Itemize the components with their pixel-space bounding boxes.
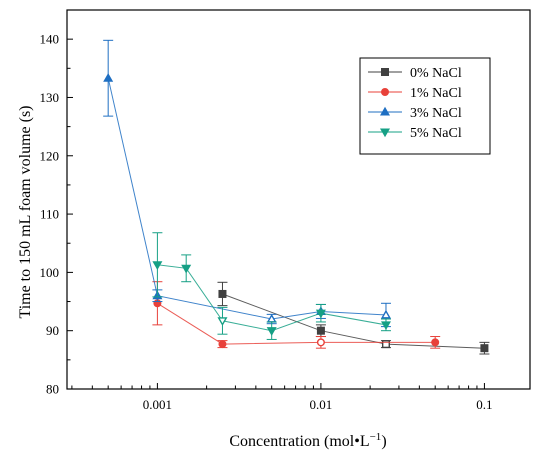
legend: 0% NaCl 1% NaCl 3% NaCl 5% NaCl: [359, 57, 491, 155]
data-point: [380, 309, 391, 319]
x-tick-label: 0.01: [310, 397, 333, 412]
legend-marker: [379, 128, 391, 138]
x-axis-title-main: Concentration (mol•L: [229, 433, 369, 450]
data-point: [381, 340, 390, 349]
y-tick-label: 120: [40, 148, 60, 163]
legend-marker: [379, 106, 391, 116]
series-line: [157, 264, 387, 332]
data-point: [480, 344, 489, 353]
y-tick-label: 80: [46, 382, 59, 397]
axes: 80 90 100 110 120 130 140 0.001 0.01 0.1: [40, 9, 531, 412]
x-axis-title-suffix: ): [381, 433, 386, 450]
data-point: [103, 73, 114, 82]
legend-marker: [381, 87, 390, 96]
data-point: [266, 327, 277, 336]
plot-area: [103, 39, 490, 355]
data-point: [266, 313, 277, 323]
data-point: [315, 309, 326, 319]
x-tick-label: 0.1: [476, 397, 492, 412]
data-point: [316, 326, 325, 335]
data-point: [380, 321, 391, 331]
y-tick-label: 90: [46, 323, 59, 338]
y-axis-title: Time to 150 mL foam volume (s): [17, 105, 34, 318]
data-point: [218, 340, 227, 349]
series-2: [103, 39, 391, 328]
data-point: [181, 264, 192, 274]
series-line: [222, 293, 485, 349]
data-point: [152, 261, 163, 271]
y-tick-label: 110: [40, 207, 59, 222]
series-1: [152, 281, 441, 349]
data-point: [431, 338, 440, 347]
legend-label: 1% NaCl: [410, 86, 462, 101]
x-axis-title-superscript: −1: [370, 431, 382, 443]
series-line: [107, 78, 387, 320]
data-point: [218, 289, 227, 298]
legend-label: 0% NaCl: [410, 66, 462, 81]
series-line: [157, 302, 436, 345]
x-axis-title: Concentration (mol•L−1): [229, 431, 386, 450]
x-tick-label: 0.001: [143, 397, 172, 412]
plot-frame: [66, 9, 531, 390]
legend-label: 5% NaCl: [410, 126, 462, 141]
legend-marker: [381, 67, 390, 76]
y-tick-label: 140: [40, 32, 60, 47]
y-tick-label: 130: [40, 90, 60, 105]
data-point: [316, 338, 325, 347]
y-tick-label: 100: [40, 265, 60, 280]
series-3: [152, 232, 391, 340]
data-point: [217, 317, 228, 326]
legend-label: 3% NaCl: [410, 106, 462, 121]
